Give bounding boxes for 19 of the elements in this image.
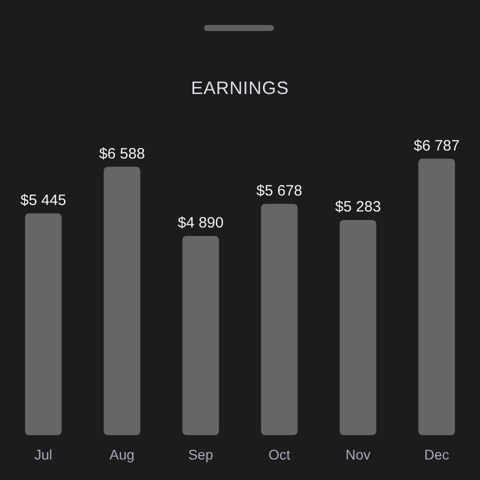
x-tick-label: Sep <box>188 446 214 462</box>
bar <box>418 158 455 436</box>
x-tick-label: Dec <box>424 446 450 462</box>
x-tick-label: Oct <box>268 446 290 462</box>
data-label: $5 678 <box>256 182 302 200</box>
x-tick-label: Nov <box>346 446 370 462</box>
data-label: $6 787 <box>414 137 460 154</box>
bar <box>182 236 219 436</box>
bar <box>25 213 62 436</box>
data-label: $4 890 <box>178 214 224 232</box>
data-label: $5 445 <box>20 192 66 209</box>
data-label: $5 283 <box>335 198 381 216</box>
x-tick-label: Aug <box>110 446 134 462</box>
bar <box>261 204 298 436</box>
x-tick-label: Jul <box>34 446 52 462</box>
bar <box>340 220 376 436</box>
chart-title: EARNINGS <box>190 78 290 99</box>
bar <box>104 166 140 436</box>
data-label: $6 588 <box>99 145 145 162</box>
